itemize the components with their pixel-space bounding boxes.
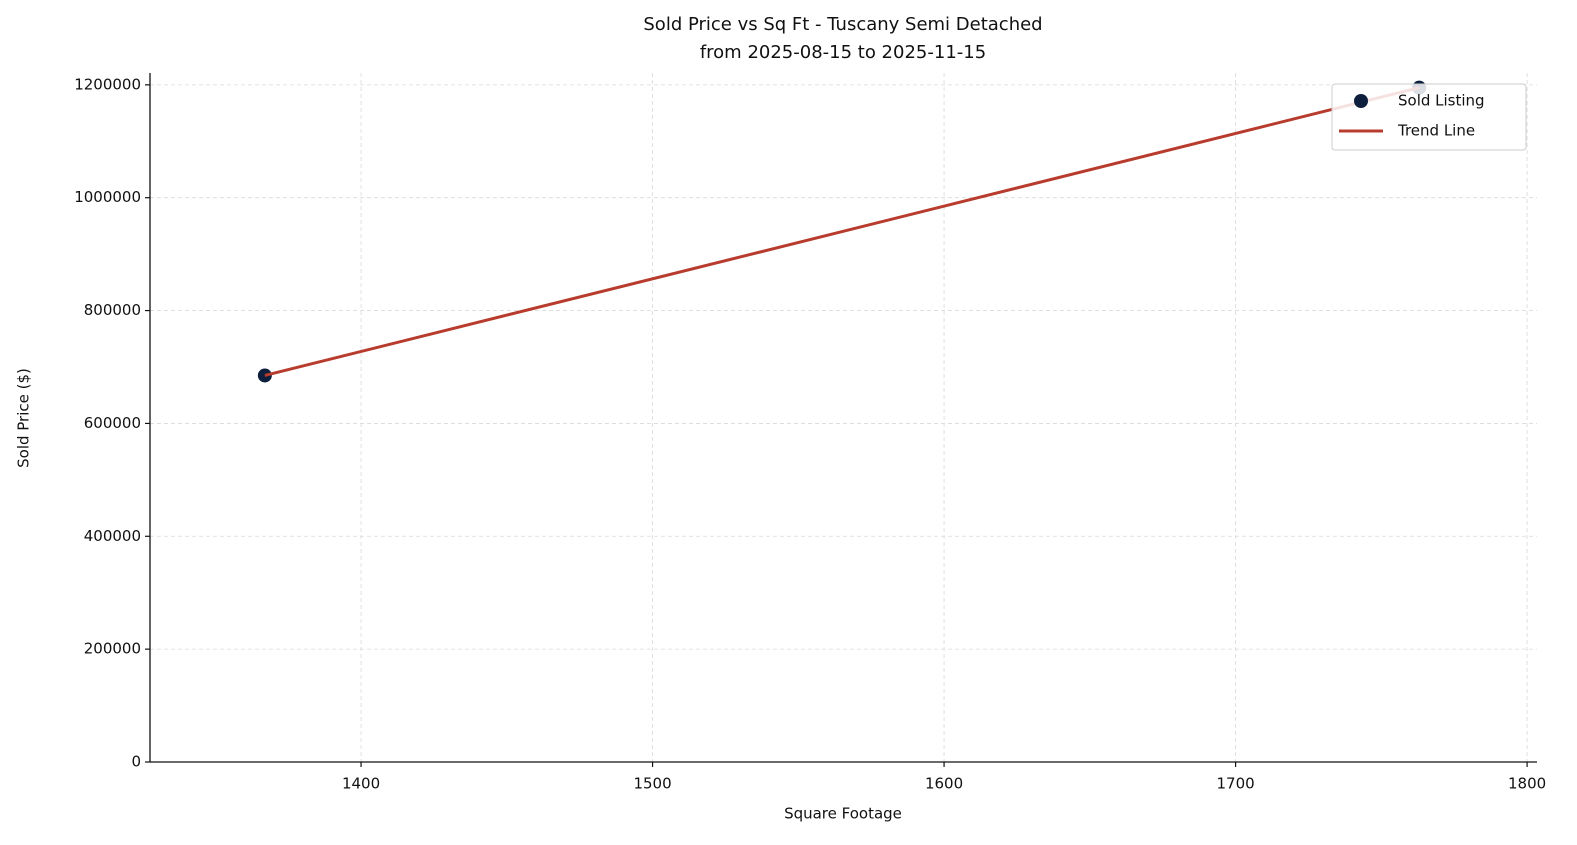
- legend: Sold Listing Trend Line: [1331, 83, 1527, 151]
- chart-title: Sold Price vs Sq Ft - Tuscany Semi Detac…: [643, 14, 1042, 35]
- x-tick-label: 1800: [1508, 775, 1546, 793]
- trend-line: [264, 86, 1420, 377]
- x-tick-label: 1500: [633, 775, 671, 793]
- y-axis-label: Sold Price ($): [15, 368, 33, 468]
- y-tick-label: 1200000: [74, 75, 141, 93]
- x-axis-label: Square Footage: [784, 805, 902, 823]
- x-tick-label: 1600: [925, 775, 963, 793]
- y-tick-label: 800000: [84, 301, 141, 319]
- x-tick-label: 1400: [342, 775, 380, 793]
- legend-label: Trend Line: [1397, 122, 1475, 140]
- y-tick-label: 600000: [84, 414, 141, 432]
- y-tick-label: 0: [131, 753, 141, 771]
- y-tick-label: 400000: [84, 527, 141, 545]
- chart-subtitle: from 2025-08-15 to 2025-11-15: [700, 42, 986, 63]
- x-tick-label: 1700: [1216, 775, 1254, 793]
- legend-marker: [1354, 94, 1368, 108]
- y-tick-label: 200000: [84, 640, 141, 658]
- y-tick-label: 1000000: [74, 188, 141, 206]
- legend-box: [1331, 83, 1527, 151]
- legend-label: Sold Listing: [1398, 92, 1485, 110]
